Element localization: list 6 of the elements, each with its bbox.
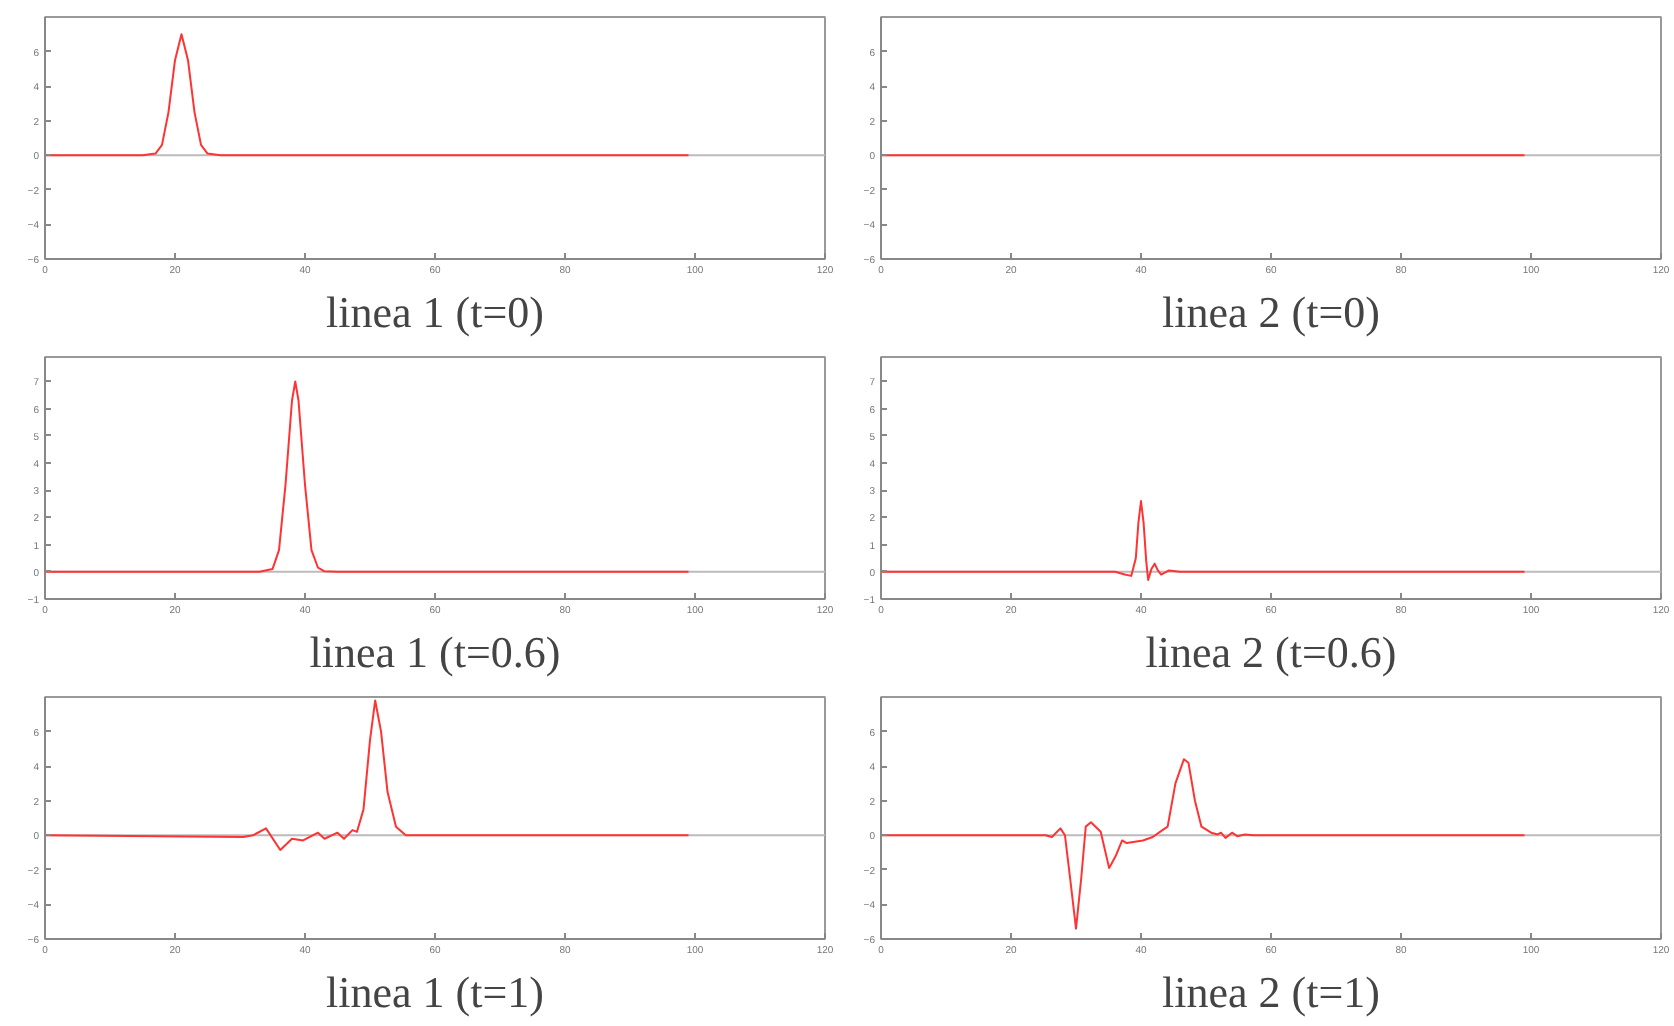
text: linea 2 (t=0.6) — [1145, 627, 1397, 677]
text: linea 1 (t=1) — [326, 967, 544, 1017]
text: linea 1 (t=0.6) — [309, 627, 561, 677]
text: linea 2 (t=1) — [1162, 967, 1380, 1017]
text: linea 2 (t=0) — [1162, 287, 1380, 337]
text: linea 1 (t=0) — [326, 287, 544, 337]
